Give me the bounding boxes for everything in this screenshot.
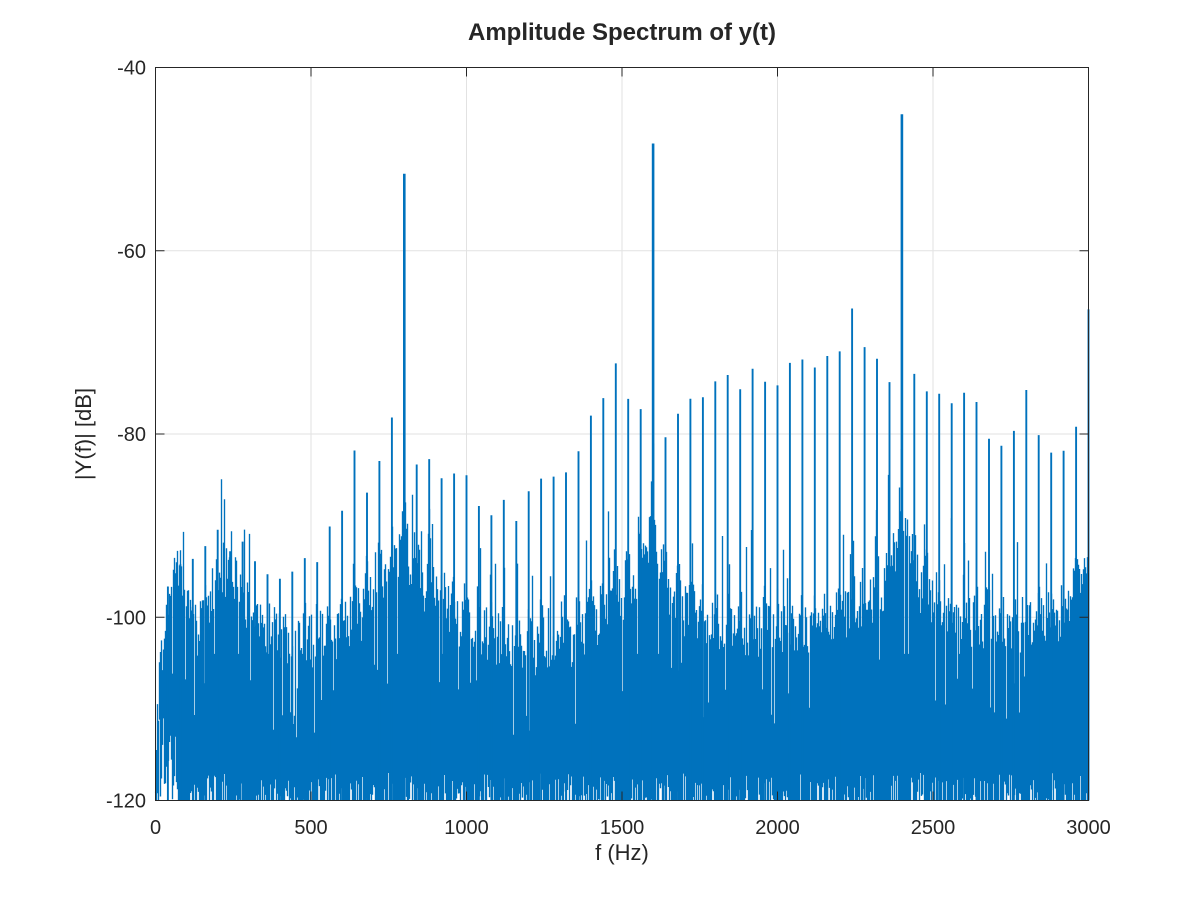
x-tick-label: 1500: [600, 817, 645, 839]
x-axis-label: f (Hz): [595, 840, 649, 865]
y-tick-labels: -120 -100 -80 -60 -40: [106, 58, 146, 813]
x-tick-label: 3000: [1066, 817, 1111, 839]
y-axis-label: |Y(f)| [dB]: [71, 388, 96, 480]
x-tick-label: 1000: [444, 817, 489, 839]
x-tick-label: 2500: [911, 817, 956, 839]
y-tick-label: -100: [106, 607, 146, 629]
x-tick-label: 500: [294, 817, 327, 839]
y-tick-label: -60: [117, 241, 146, 263]
y-tick-label: -120: [106, 791, 146, 813]
chart-title: Amplitude Spectrum of y(t): [468, 19, 776, 46]
x-tick-labels: 0 500 1000 1500 2000 2500 3000: [150, 817, 1111, 839]
axes-box: [155, 67, 1089, 801]
y-tick-label: -80: [117, 424, 146, 446]
x-tick-label: 2000: [755, 817, 800, 839]
spectrum-series: [154, 114, 1090, 801]
y-tick-label: -40: [117, 58, 146, 80]
x-tick-label: 0: [150, 817, 161, 839]
